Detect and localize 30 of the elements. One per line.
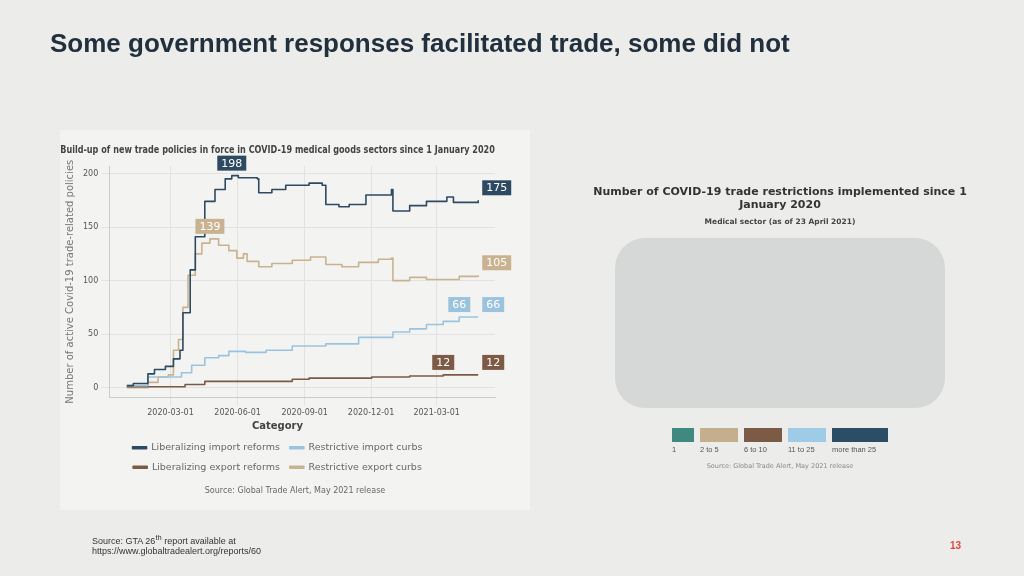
text: 13 [950, 540, 962, 551]
x-tick-label: 2020-03-01 [147, 408, 194, 418]
x-tick-label: 2020-09-01 [281, 408, 328, 418]
data-label: 198 [221, 156, 243, 170]
data-label: 175 [486, 181, 508, 195]
data-label: 66 [452, 297, 467, 311]
legend-label: Liberalizing export reforms [151, 460, 280, 472]
data-label: 139 [199, 219, 221, 233]
data-label: 12 [436, 355, 451, 369]
data-label: 105 [486, 256, 508, 270]
x-tick-label: 2020-06-01 [214, 408, 261, 418]
x-tick-label: 2020-12-01 [347, 408, 395, 418]
legend-label: Restrictive export curbs [308, 460, 422, 472]
text: Number of COVID-19 trade restrictions implemented since 1 January 2020 [592, 185, 968, 211]
data-label: 66 [486, 297, 501, 311]
chart-subtitle: Build-up of new trade policies in force in COVID-19 medical goods sectors since 1 January 2020 [60, 143, 495, 155]
y-tick-label: 100 [82, 275, 99, 285]
y-tick-label: 200 [82, 168, 99, 178]
y-tick-label: 150 [82, 222, 99, 232]
y-tick-label: 50 [88, 329, 99, 339]
legend-label: Liberalizing import reforms [151, 441, 280, 453]
x-tick-label: 2021-03-01 [413, 408, 460, 418]
legend-label: Restrictive import curbs [308, 441, 423, 453]
y-axis-title: Number of active Covid-19 trade-related policies [63, 159, 75, 404]
source-note: Source: Global Trade Alert, May 2021 release [203, 486, 387, 495]
source-note: Source: GTA 26$^{th}$ report available at https://www.globaltradealert.org/reports/60 [92, 533, 263, 556]
data-label: 12 [486, 355, 501, 369]
chart-title: Some government responses facilitated trade, some did not [50, 28, 790, 59]
y-tick-label: 0 [93, 382, 99, 392]
legend-title: Category [251, 419, 304, 431]
